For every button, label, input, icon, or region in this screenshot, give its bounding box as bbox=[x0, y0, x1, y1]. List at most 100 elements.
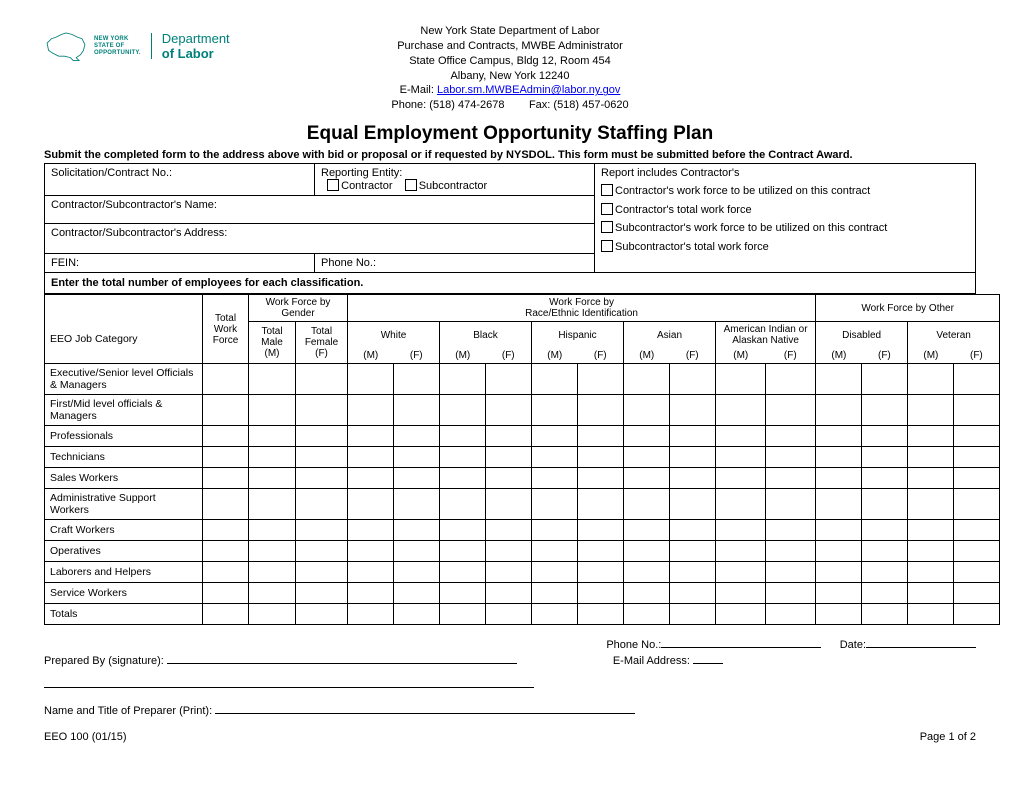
data-cell[interactable] bbox=[249, 395, 296, 426]
data-cell[interactable] bbox=[624, 447, 670, 468]
sig-extra-line-field[interactable] bbox=[44, 677, 534, 688]
data-cell[interactable] bbox=[296, 447, 348, 468]
data-cell[interactable] bbox=[578, 447, 624, 468]
data-cell[interactable] bbox=[486, 447, 532, 468]
data-cell[interactable] bbox=[624, 520, 670, 541]
data-cell[interactable] bbox=[532, 604, 578, 625]
data-cell[interactable] bbox=[766, 447, 816, 468]
data-cell[interactable] bbox=[766, 583, 816, 604]
data-cell[interactable] bbox=[716, 447, 766, 468]
data-cell[interactable] bbox=[348, 489, 394, 520]
data-cell[interactable] bbox=[908, 520, 954, 541]
data-cell[interactable] bbox=[203, 447, 249, 468]
data-cell[interactable] bbox=[348, 426, 394, 447]
data-cell[interactable] bbox=[908, 562, 954, 583]
data-cell[interactable] bbox=[716, 489, 766, 520]
data-cell[interactable] bbox=[954, 364, 1000, 395]
data-cell[interactable] bbox=[394, 468, 440, 489]
data-cell[interactable] bbox=[249, 447, 296, 468]
data-cell[interactable] bbox=[862, 489, 908, 520]
data-cell[interactable] bbox=[249, 562, 296, 583]
data-cell[interactable] bbox=[348, 562, 394, 583]
data-cell[interactable] bbox=[578, 541, 624, 562]
data-cell[interactable] bbox=[954, 520, 1000, 541]
inc3-checkbox[interactable] bbox=[601, 221, 613, 233]
data-cell[interactable] bbox=[624, 468, 670, 489]
data-cell[interactable] bbox=[816, 520, 862, 541]
phone-cell[interactable]: Phone No.: bbox=[315, 254, 595, 273]
data-cell[interactable] bbox=[908, 583, 954, 604]
data-cell[interactable] bbox=[532, 447, 578, 468]
data-cell[interactable] bbox=[670, 447, 716, 468]
data-cell[interactable] bbox=[486, 583, 532, 604]
data-cell[interactable] bbox=[532, 520, 578, 541]
data-cell[interactable] bbox=[394, 395, 440, 426]
email-link[interactable]: Labor.sm.MWBEAdmin@labor.ny.gov bbox=[437, 84, 620, 96]
data-cell[interactable] bbox=[394, 489, 440, 520]
subcontractor-checkbox[interactable] bbox=[405, 179, 417, 191]
data-cell[interactable] bbox=[348, 447, 394, 468]
data-cell[interactable] bbox=[348, 604, 394, 625]
data-cell[interactable] bbox=[862, 583, 908, 604]
data-cell[interactable] bbox=[348, 468, 394, 489]
data-cell[interactable] bbox=[532, 562, 578, 583]
data-cell[interactable] bbox=[348, 541, 394, 562]
data-cell[interactable] bbox=[816, 604, 862, 625]
data-cell[interactable] bbox=[296, 426, 348, 447]
data-cell[interactable] bbox=[578, 468, 624, 489]
fein-cell[interactable]: FEIN: bbox=[45, 254, 315, 273]
data-cell[interactable] bbox=[486, 489, 532, 520]
data-cell[interactable] bbox=[486, 426, 532, 447]
data-cell[interactable] bbox=[249, 489, 296, 520]
sig-date-field[interactable] bbox=[866, 637, 976, 648]
data-cell[interactable] bbox=[440, 447, 486, 468]
data-cell[interactable] bbox=[203, 468, 249, 489]
data-cell[interactable] bbox=[766, 489, 816, 520]
data-cell[interactable] bbox=[296, 604, 348, 625]
data-cell[interactable] bbox=[532, 468, 578, 489]
data-cell[interactable] bbox=[249, 604, 296, 625]
data-cell[interactable] bbox=[954, 541, 1000, 562]
data-cell[interactable] bbox=[440, 468, 486, 489]
data-cell[interactable] bbox=[249, 468, 296, 489]
data-cell[interactable] bbox=[954, 468, 1000, 489]
data-cell[interactable] bbox=[296, 395, 348, 426]
data-cell[interactable] bbox=[862, 604, 908, 625]
data-cell[interactable] bbox=[670, 426, 716, 447]
data-cell[interactable] bbox=[440, 520, 486, 541]
sig-email-field[interactable] bbox=[693, 653, 723, 664]
data-cell[interactable] bbox=[908, 426, 954, 447]
data-cell[interactable] bbox=[766, 364, 816, 395]
data-cell[interactable] bbox=[670, 520, 716, 541]
data-cell[interactable] bbox=[296, 541, 348, 562]
data-cell[interactable] bbox=[486, 562, 532, 583]
data-cell[interactable] bbox=[862, 447, 908, 468]
data-cell[interactable] bbox=[766, 468, 816, 489]
sig-prepared-by-field[interactable] bbox=[167, 653, 517, 664]
data-cell[interactable] bbox=[716, 604, 766, 625]
data-cell[interactable] bbox=[766, 541, 816, 562]
data-cell[interactable] bbox=[624, 395, 670, 426]
data-cell[interactable] bbox=[716, 583, 766, 604]
data-cell[interactable] bbox=[203, 489, 249, 520]
data-cell[interactable] bbox=[486, 395, 532, 426]
inc2-checkbox[interactable] bbox=[601, 203, 613, 215]
data-cell[interactable] bbox=[716, 468, 766, 489]
data-cell[interactable] bbox=[908, 468, 954, 489]
data-cell[interactable] bbox=[670, 604, 716, 625]
data-cell[interactable] bbox=[908, 604, 954, 625]
data-cell[interactable] bbox=[954, 604, 1000, 625]
data-cell[interactable] bbox=[862, 426, 908, 447]
data-cell[interactable] bbox=[862, 520, 908, 541]
data-cell[interactable] bbox=[296, 562, 348, 583]
data-cell[interactable] bbox=[532, 489, 578, 520]
contractor-address-cell[interactable]: Contractor/Subcontractor's Address: bbox=[45, 224, 595, 254]
data-cell[interactable] bbox=[394, 364, 440, 395]
data-cell[interactable] bbox=[440, 395, 486, 426]
data-cell[interactable] bbox=[394, 583, 440, 604]
data-cell[interactable] bbox=[486, 604, 532, 625]
data-cell[interactable] bbox=[203, 562, 249, 583]
data-cell[interactable] bbox=[908, 364, 954, 395]
data-cell[interactable] bbox=[716, 562, 766, 583]
data-cell[interactable] bbox=[670, 562, 716, 583]
